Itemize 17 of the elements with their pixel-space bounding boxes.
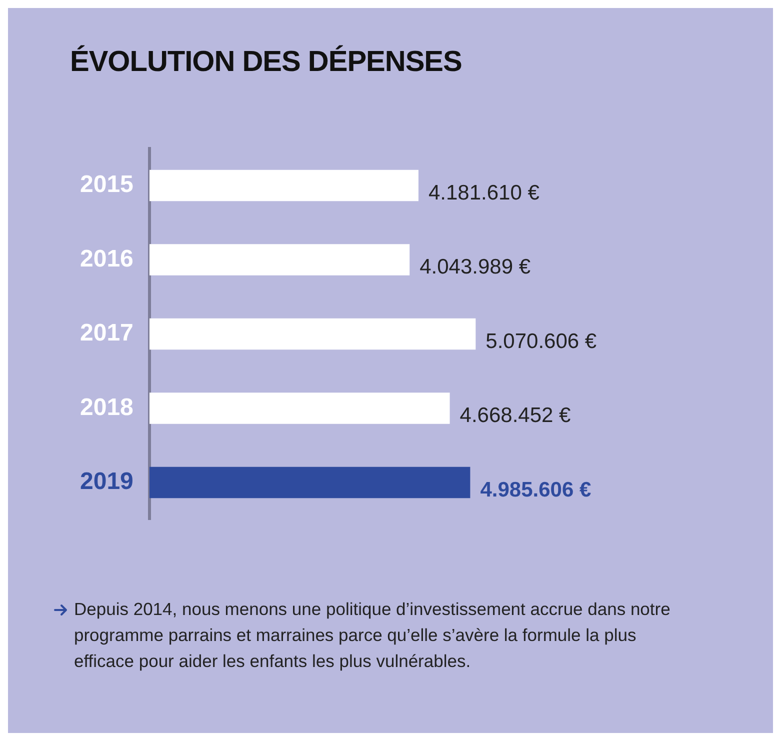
y-tick-label: 2019	[80, 468, 134, 496]
chart-title: ÉVOLUTION DES DÉPENSES	[70, 46, 462, 79]
bar	[149, 170, 418, 202]
y-tick-label: 2015	[80, 171, 134, 198]
bar	[149, 318, 476, 350]
data-label: 4.181.610 €	[428, 181, 540, 204]
bar	[149, 392, 450, 424]
bar	[149, 244, 410, 276]
y-tick-label: 2017	[80, 320, 134, 347]
text: Depuis 2014, nous menons une politique d’investissement accrue dans notre programme parrains et marraines parce qu’elle s’avère la formule la plus efficace pour aider les enfants les plus vulnérables.	[74, 599, 670, 671]
data-label: 4.043.989 €	[420, 256, 531, 279]
data-label: 4.985.606 €	[480, 478, 592, 502]
y-tick-label: 2016	[80, 245, 134, 272]
y-tick-label: 2018	[80, 394, 134, 421]
data-label: 5.070.606 €	[486, 330, 597, 353]
data-label: 4.668.452 €	[460, 404, 572, 428]
bar	[149, 466, 470, 498]
